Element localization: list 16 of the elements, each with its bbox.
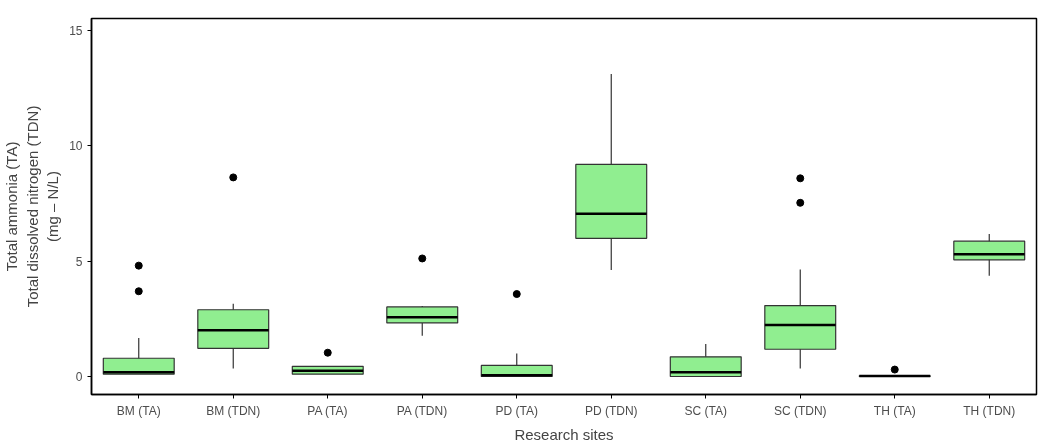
x-tick-label: PA (TA) <box>307 403 348 418</box>
x-tick-label: TH (TA) <box>873 403 916 418</box>
x-tick-label: PA (TDN) <box>396 403 448 418</box>
y-tick-label: 0 <box>75 369 83 384</box>
x-tick-label: TH (TDN) <box>963 403 1016 418</box>
x-tick-label: SC (TDN) <box>773 403 827 418</box>
y-tick-label: 15 <box>69 23 83 38</box>
x-axis-title: Research sites <box>514 425 614 443</box>
x-tick-label: PD (TA) <box>495 403 538 418</box>
y-axis-title: Total ammonia (TA) Total dissolved nitrogen (TDN) (mg – N/L) <box>3 105 62 308</box>
x-tick-label: BM (TDN) <box>206 403 261 418</box>
y-tick-label: 5 <box>75 254 83 269</box>
y-tick-label: 10 <box>69 139 83 154</box>
x-tick-label: SC (TA) <box>684 403 727 418</box>
x-tick-label: BM (TA) <box>116 403 161 418</box>
x-tick-label: PD (TDN) <box>584 403 638 418</box>
